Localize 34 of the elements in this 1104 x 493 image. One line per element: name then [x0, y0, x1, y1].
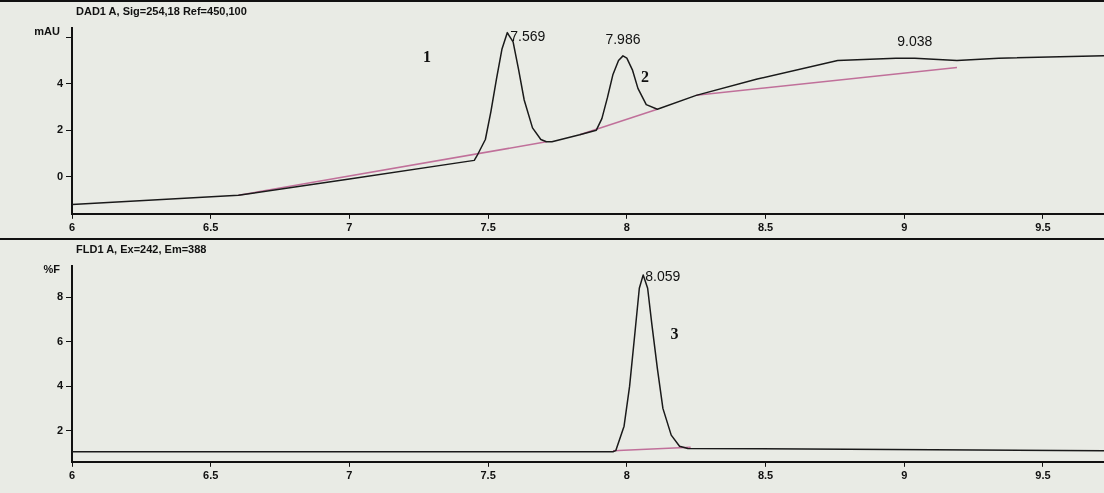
annotation: 8.059 [645, 267, 681, 284]
x-tick-label: 8 [623, 469, 630, 482]
x-tick-label: 6 [68, 221, 76, 234]
y-tick-label: 0 [56, 169, 63, 182]
x-tick-label: 9 [901, 469, 908, 482]
x-tick-label: 8.5 [757, 469, 774, 482]
x-tick-label: 9 [901, 221, 908, 234]
x-tick-label: 7.5 [480, 469, 496, 482]
y-axis-title: %F [43, 263, 61, 276]
x-tick-label: 6.5 [203, 469, 219, 482]
y-axis-title: mAU [34, 25, 61, 38]
x-tick-label: 8.5 [757, 221, 774, 234]
y-tick-label: 6 [56, 334, 63, 347]
y-tick-label: 8 [56, 290, 63, 303]
x-tick-label: 7 [346, 221, 353, 234]
chart-title: DAD1 A, Sig=254,18 Ref=450,100 [76, 4, 247, 17]
y-tick-label: 4 [56, 379, 64, 392]
annotation: 2 [640, 68, 649, 86]
x-tick-label: 6.5 [203, 221, 219, 234]
x-tick-label: 8 [623, 221, 630, 234]
annotation: 9.038 [897, 33, 933, 50]
x-tick-label: 9.5 [1035, 221, 1051, 234]
chart-title: FLD1 A, Ex=242, Em=388 [76, 242, 207, 255]
x-tick-label: 6 [68, 469, 76, 482]
annotation: 1 [422, 47, 431, 65]
annotation: 7.986 [605, 30, 641, 47]
y-tick-label: 2 [56, 123, 63, 136]
y-tick-label: 2 [56, 423, 63, 436]
annotation: 3 [670, 324, 679, 342]
x-tick-label: 7 [346, 469, 353, 482]
y-tick-label: 4 [56, 76, 64, 89]
x-tick-label: 7.5 [480, 221, 496, 234]
x-tick-label: 9.5 [1035, 469, 1051, 482]
annotation: 7.569 [510, 27, 546, 44]
